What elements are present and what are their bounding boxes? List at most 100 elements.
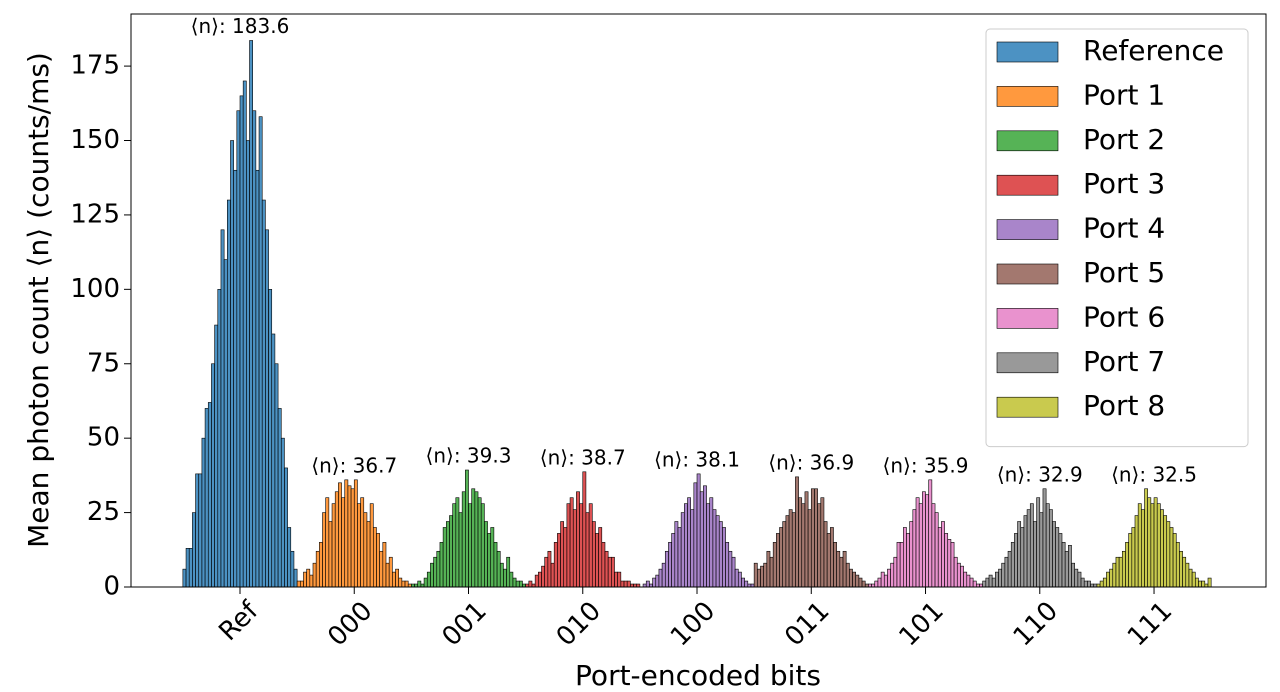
bar (455, 497, 460, 588)
bar (436, 550, 441, 588)
bar (1207, 577, 1212, 588)
bar (798, 497, 803, 588)
bar (715, 515, 720, 588)
bar (461, 491, 466, 588)
bar (392, 571, 396, 588)
bar (744, 580, 749, 588)
annotation: ⟨n⟩: 39.3 (426, 444, 512, 468)
bar (1163, 515, 1168, 588)
bar (385, 562, 390, 588)
bar (204, 408, 209, 588)
bar (588, 503, 593, 588)
annotation: ⟨n⟩: 38.1 (654, 447, 740, 471)
bar (547, 550, 552, 588)
bar (465, 469, 469, 588)
bar (557, 533, 561, 588)
bar (887, 568, 891, 588)
bar (360, 497, 365, 588)
bar (601, 542, 606, 588)
bar (576, 491, 580, 588)
bar (268, 289, 273, 588)
bar (1201, 580, 1206, 588)
bar (1147, 497, 1152, 588)
legend-label: Port 3 (1083, 167, 1165, 200)
bar (223, 259, 228, 588)
bar (782, 521, 787, 588)
bar (972, 580, 977, 588)
bar (1055, 527, 1060, 588)
bar (344, 479, 349, 588)
bar (303, 571, 307, 588)
bar (1194, 577, 1199, 588)
bar (534, 574, 539, 588)
bar (211, 363, 215, 588)
bar (563, 527, 568, 588)
bar (661, 562, 666, 588)
legend-swatch (996, 263, 1059, 285)
bar (198, 473, 203, 588)
bar (395, 568, 399, 588)
bar (252, 110, 257, 588)
annotation: ⟨n⟩: 36.7 (311, 453, 397, 477)
bar (1128, 533, 1133, 588)
bar (668, 542, 672, 588)
bar (766, 550, 771, 588)
bar (776, 533, 780, 588)
bar (699, 491, 704, 588)
bar (1150, 503, 1155, 588)
bar (560, 521, 565, 588)
x-tick-label: 110 (1008, 596, 1064, 652)
bar (566, 503, 571, 588)
bar (382, 542, 387, 588)
bar (760, 565, 764, 588)
bar (426, 571, 431, 588)
bar (931, 503, 936, 588)
bar (512, 577, 517, 588)
legend-label: Port 1 (1083, 78, 1165, 111)
bar (572, 509, 577, 588)
bar (1141, 509, 1145, 588)
y-tick-label: 150 (70, 125, 120, 155)
bar (877, 577, 882, 588)
bar (969, 577, 974, 588)
bar (230, 140, 234, 588)
bar (246, 140, 250, 588)
bar (934, 512, 939, 588)
bar (626, 580, 631, 588)
bar (518, 580, 523, 588)
bar (712, 509, 717, 588)
bar (1182, 556, 1187, 588)
bar (1153, 497, 1158, 588)
plot-frame (130, 13, 1267, 588)
bar (1080, 577, 1085, 588)
bar (595, 533, 599, 588)
x-tick-label: 011 (779, 596, 835, 652)
bar (1007, 550, 1012, 588)
bar (950, 542, 955, 588)
bar (623, 580, 628, 588)
bar (325, 497, 330, 588)
bar (925, 494, 929, 588)
bar (696, 473, 701, 588)
bar (188, 548, 193, 588)
bar (826, 533, 831, 588)
bar (1166, 521, 1171, 588)
legend-label: Port 7 (1083, 345, 1165, 378)
bar (372, 527, 377, 588)
bar (1115, 556, 1120, 588)
bar (652, 577, 657, 588)
bar (1052, 521, 1056, 588)
annotation: ⟨n⟩: 35.9 (883, 453, 969, 477)
bar (242, 80, 247, 588)
bar (233, 169, 238, 588)
bar (757, 568, 761, 588)
bar (376, 533, 380, 588)
bar (185, 548, 190, 588)
bar (820, 497, 825, 588)
bar (541, 565, 545, 588)
bar (296, 580, 301, 588)
bar (753, 562, 758, 588)
bar (506, 556, 511, 588)
bar (249, 40, 253, 588)
bar (214, 324, 219, 588)
